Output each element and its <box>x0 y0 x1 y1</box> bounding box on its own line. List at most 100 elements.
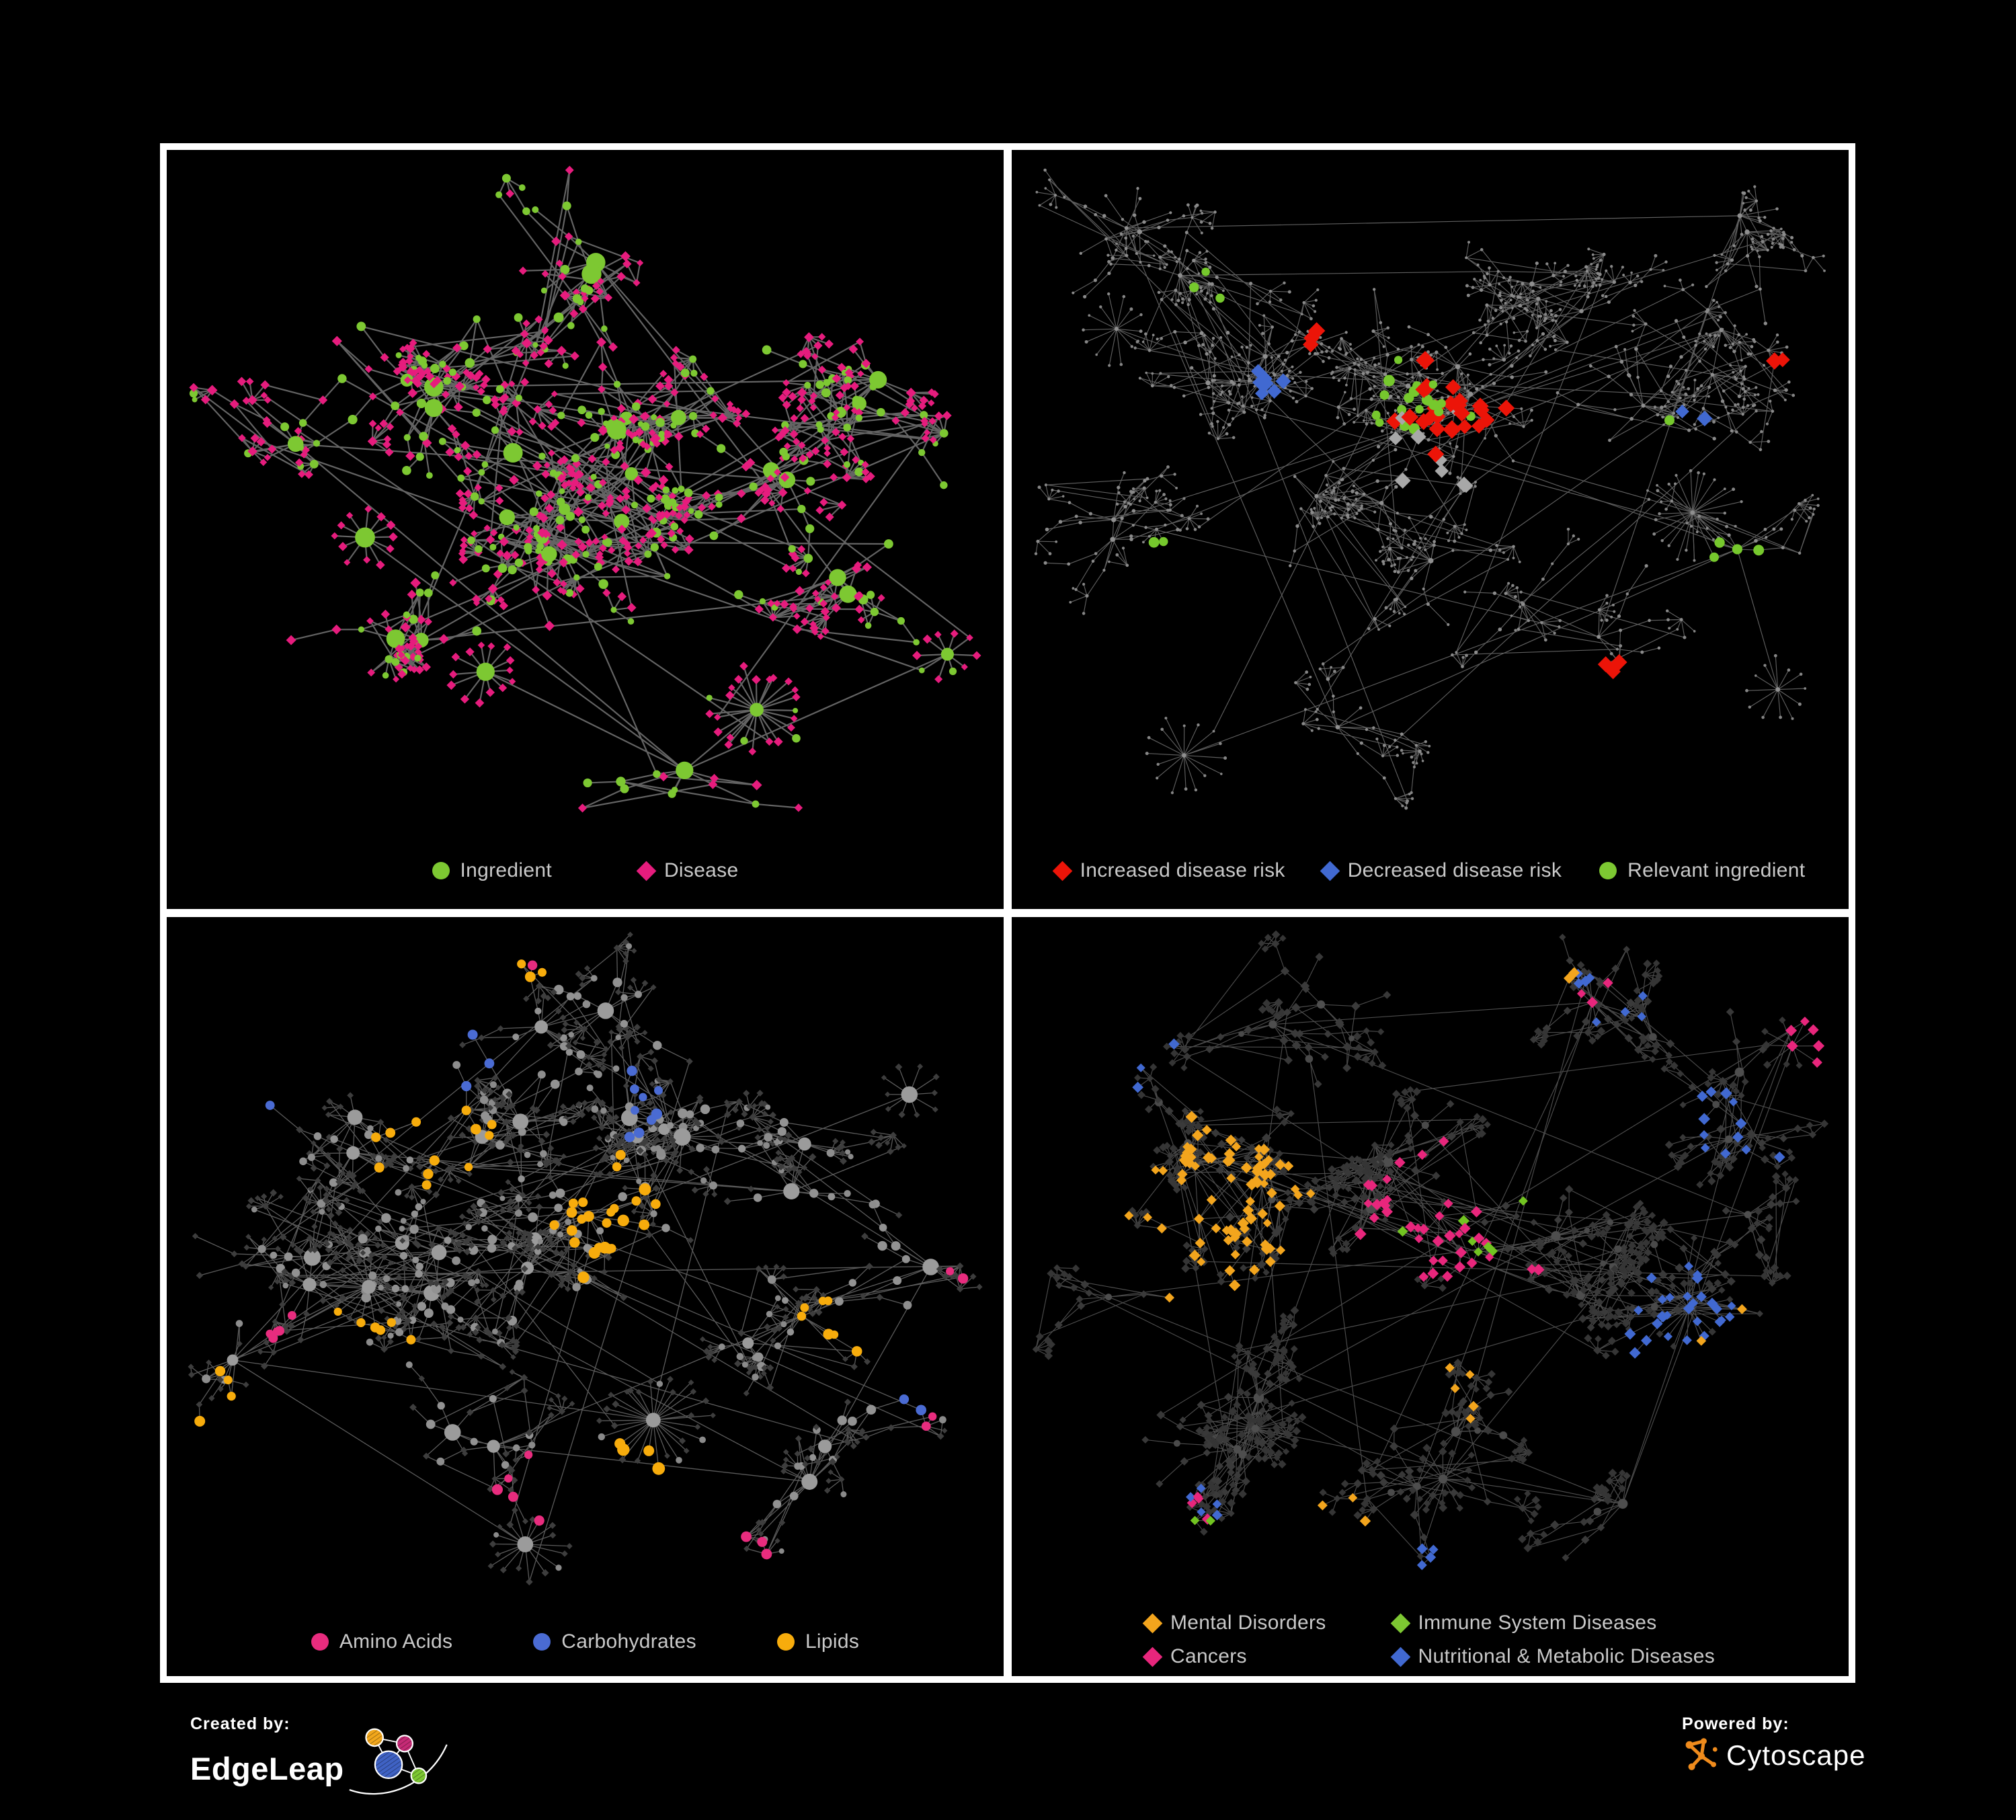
circle-node <box>1485 303 1489 307</box>
diamond-node <box>1203 1449 1211 1457</box>
circle-node <box>438 438 446 445</box>
highlight-diamond-node <box>1729 1097 1738 1107</box>
circle-node <box>1384 606 1388 610</box>
circle-node <box>1138 377 1141 380</box>
diamond-node <box>1287 1110 1295 1117</box>
diamond-node <box>424 617 432 626</box>
diamond-node <box>347 1226 354 1233</box>
diamond-node <box>555 1008 562 1015</box>
circle-node <box>1600 1260 1607 1267</box>
circle-node <box>1197 723 1200 727</box>
circle-node <box>1432 543 1436 547</box>
diamond-node <box>1273 1454 1281 1462</box>
circle-node <box>1219 742 1222 746</box>
diamond-node <box>859 1427 866 1434</box>
diamond-node <box>1357 1466 1367 1475</box>
circle-node <box>1180 514 1184 518</box>
diamond-node <box>200 395 210 405</box>
diamond-node <box>1411 1166 1420 1175</box>
diamond-node <box>1626 998 1636 1008</box>
circle-node <box>1578 284 1581 287</box>
diamond-node <box>409 1403 417 1411</box>
circle-node <box>1297 330 1301 333</box>
diamond-node <box>1169 1144 1178 1153</box>
diamond-node <box>1681 1151 1689 1160</box>
highlight-circle-node <box>1383 374 1395 387</box>
diamond-node <box>312 1242 319 1249</box>
diamond-node <box>815 1308 823 1316</box>
highlight-diamond-node <box>1455 1229 1464 1238</box>
diamond-node <box>326 1098 333 1105</box>
circle-node <box>1783 398 1787 401</box>
circle-node <box>572 1283 581 1292</box>
diamond-node <box>1675 1263 1684 1273</box>
diamond-node <box>668 1109 674 1115</box>
diamond-node <box>294 427 303 435</box>
circle-node <box>1739 369 1742 372</box>
circle-node <box>1394 797 1398 800</box>
circle-node <box>1529 281 1535 287</box>
highlight-circle-node <box>1397 405 1407 415</box>
diamond-node <box>775 1150 782 1156</box>
diamond-node <box>788 1154 796 1162</box>
circle-node <box>1519 590 1523 594</box>
circle-node <box>616 777 626 787</box>
diamond-node <box>1462 1411 1470 1419</box>
diamond-node <box>247 446 257 457</box>
circle-node <box>1406 569 1410 572</box>
diamond-node <box>1779 1017 1786 1024</box>
diamond-node <box>702 1397 710 1404</box>
highlight-diamond-node <box>1656 1310 1668 1322</box>
diamond-node <box>800 617 809 626</box>
diamond-node <box>1416 1552 1424 1560</box>
circle-node <box>1605 594 1609 598</box>
circle-node <box>317 1199 326 1208</box>
circle-node <box>799 360 807 368</box>
diamond-node <box>1055 1281 1063 1290</box>
circle-node <box>1222 289 1225 292</box>
diamond-node <box>761 1364 768 1372</box>
diamond-node <box>380 1253 388 1261</box>
diamond-node <box>809 1310 816 1317</box>
diamond-node <box>664 1453 670 1459</box>
diamond-node <box>623 540 631 548</box>
diamond-node <box>710 1412 716 1419</box>
circle-node <box>1641 403 1646 408</box>
circle-node <box>1406 372 1409 376</box>
highlight-diamond-node <box>1435 464 1449 478</box>
diamond-node <box>586 1054 592 1061</box>
circle-node <box>1737 333 1741 337</box>
diamond-node <box>1047 1340 1055 1349</box>
circle-node <box>1798 702 1802 706</box>
legend-circle-marker <box>776 1633 795 1651</box>
circle-node <box>1572 534 1575 538</box>
diamond-node <box>599 544 607 553</box>
diamond-node <box>1286 1423 1295 1432</box>
circle-node <box>1474 1427 1481 1434</box>
diamond-node <box>1472 1374 1481 1382</box>
legend-circle-marker <box>533 1633 551 1651</box>
circle-node <box>1728 346 1732 350</box>
diamond-node <box>1518 1534 1527 1544</box>
diamond-node <box>635 542 643 550</box>
diamond-node <box>346 512 354 519</box>
circle-node <box>1663 284 1666 288</box>
highlight-diamond-node <box>1683 1292 1693 1302</box>
diamond-node <box>600 1065 607 1072</box>
highlight-diamond-node <box>1168 1038 1180 1050</box>
diamond-node <box>458 555 469 565</box>
circle-node <box>1168 503 1172 507</box>
highlight-diamond-node <box>1624 1328 1636 1340</box>
diamond-node <box>1475 1132 1483 1139</box>
circle-node <box>823 379 831 387</box>
circle-node <box>1393 569 1397 573</box>
circle-node <box>1357 414 1359 418</box>
circle-node <box>1509 344 1513 348</box>
highlight-diamond-node <box>1437 1255 1448 1266</box>
diamond-node <box>491 1475 498 1482</box>
diamond-node <box>647 1048 655 1056</box>
diamond-node <box>571 478 580 487</box>
circle-node <box>1508 352 1511 355</box>
circle-node <box>835 1297 844 1306</box>
diamond-node <box>1215 1434 1225 1444</box>
